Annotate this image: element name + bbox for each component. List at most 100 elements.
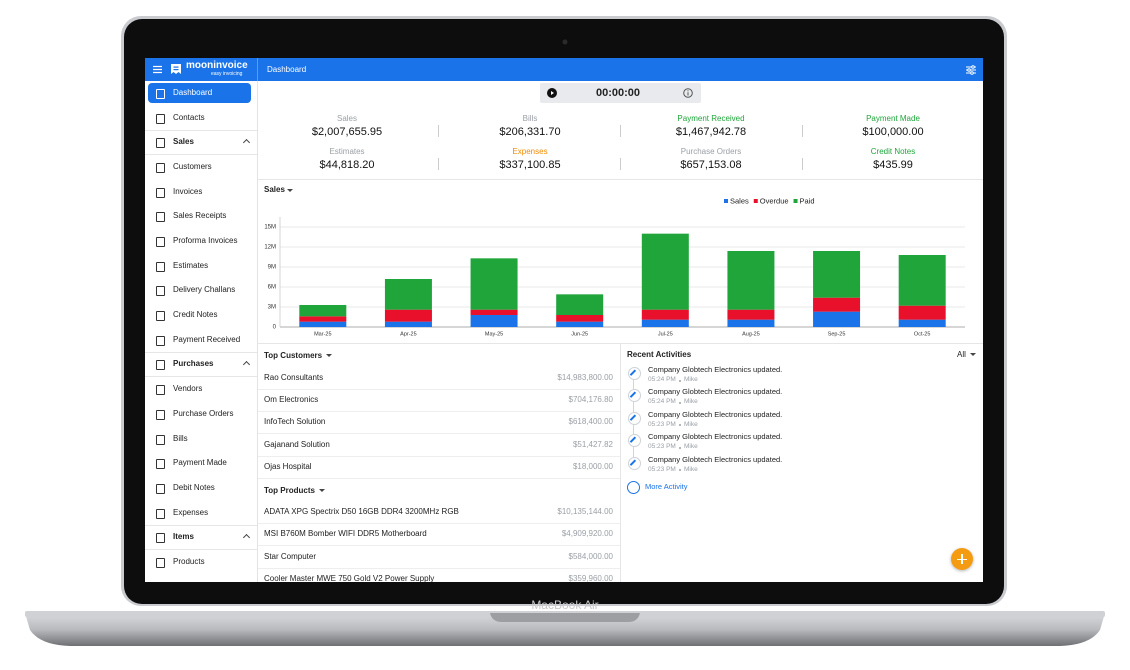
row-divider (258, 545, 620, 547)
legend-swatch (753, 199, 758, 203)
device-label: MacBook Air (531, 598, 598, 612)
activity-time: 05:23 PM (648, 465, 676, 473)
nav-item[interactable]: Purchase Orders (173, 408, 234, 418)
activity-user: Mike (684, 443, 698, 451)
list-name: MSI B760M Bomber WIFI DDR5 Motherboard (264, 529, 427, 539)
info-icon[interactable] (683, 88, 693, 98)
nav-item[interactable]: Proforma Invoices (173, 236, 238, 246)
stat-divider (438, 158, 439, 170)
nav-item[interactable]: Payment Made (173, 458, 227, 468)
activity-text: Company Globtech Electronics updated. (648, 432, 783, 442)
nav-icon (156, 434, 165, 445)
nav-icon (156, 237, 165, 248)
nav-item[interactable]: Invoices (173, 186, 203, 196)
nav-item[interactable]: Estimates (173, 260, 209, 270)
divider (258, 343, 983, 344)
stat-value: $44,818.20 (319, 159, 375, 171)
meta-dot (679, 469, 681, 472)
stat-label: Credit Notes (870, 147, 916, 156)
nav-group[interactable]: Purchases (173, 359, 214, 369)
legend-label: Paid (800, 196, 815, 205)
more-icon[interactable] (627, 481, 640, 494)
stat-value: $1,467,942.78 (675, 126, 747, 138)
bar-segment (299, 321, 347, 327)
nav-item[interactable]: Bills (173, 433, 188, 443)
list-amount: $10,135,144.00 (557, 507, 613, 516)
nav-item[interactable]: Payment Received (173, 334, 241, 344)
nav-icon (156, 113, 165, 124)
nav-icon (156, 360, 165, 371)
bar-segment (470, 309, 518, 315)
app-header (145, 58, 983, 81)
bar-segment (384, 309, 432, 322)
nav-icon (156, 335, 165, 346)
brand-name: mooninvoice (186, 60, 248, 71)
nav-group[interactable]: Sales (173, 137, 194, 147)
sidebar (145, 81, 258, 582)
list-name: Rao Consultants (264, 372, 324, 382)
legend-label: Overdue (760, 196, 789, 205)
stat-divider (438, 125, 439, 137)
more-activity[interactable]: More Activity (645, 482, 688, 491)
nav-item[interactable]: Dashboard (173, 88, 213, 97)
menu-icon[interactable] (153, 65, 162, 74)
panel-title[interactable]: Top Customers (264, 351, 332, 361)
stat-value: $435.99 (873, 159, 913, 171)
meta-dot (679, 401, 681, 404)
bar-segment (384, 279, 432, 310)
nav-group[interactable]: Items (173, 532, 194, 542)
meta-dot (679, 424, 681, 427)
nav-item[interactable]: Contacts (173, 112, 205, 122)
nav-separator (145, 154, 257, 156)
bar-segment (813, 297, 861, 312)
nav-item[interactable]: Delivery Challans (173, 285, 236, 295)
row-divider (258, 523, 620, 524)
nav-separator (145, 376, 257, 378)
y-tick-label: 12M (264, 245, 276, 251)
panel-title: Recent Activities (627, 350, 692, 359)
nav-item[interactable]: Customers (173, 162, 212, 172)
nav-icon (156, 212, 165, 223)
activity-filter[interactable]: All (957, 350, 976, 360)
stat-divider (802, 158, 803, 170)
nav-item[interactable]: Products (173, 556, 205, 566)
panel-title[interactable]: Top Products (264, 486, 325, 496)
nav-item[interactable]: Credit Notes (173, 310, 218, 320)
list-amount: $704,176.80 (568, 394, 614, 404)
chart-title[interactable]: Sales (264, 185, 285, 194)
nav-item[interactable]: Sales Receipts (173, 211, 227, 221)
timer[interactable] (540, 83, 701, 103)
activity-text: Company Globtech Electronics updated. (648, 387, 783, 397)
sales-chart: SalesMonthsSalesOverduePaid03M6M9M12M15M… (264, 185, 965, 337)
x-tick-label: Oct-25 (914, 331, 931, 337)
row-divider (258, 455, 620, 457)
stat-label: Expenses (512, 147, 548, 156)
list-name: InfoTech Solution (264, 417, 326, 427)
nav-icon (156, 286, 165, 297)
nav-item[interactable]: Debit Notes (173, 482, 215, 492)
bar-segment (898, 255, 946, 306)
activity-user: Mike (684, 398, 698, 406)
activity-icon (628, 367, 641, 380)
activity-icon (628, 411, 641, 425)
bar-segment (898, 319, 946, 327)
activity-user: Mike (684, 420, 698, 428)
y-tick-label: 3M (268, 305, 276, 311)
nav-item[interactable]: Vendors (173, 384, 203, 394)
nav-icon (156, 483, 165, 494)
bar-segment (813, 251, 861, 298)
list-name: Cooler Master MWE 750 Gold V2 Power Supp… (264, 574, 435, 582)
list-amount: $618,400.00 (568, 417, 614, 427)
nav-icon (156, 89, 165, 99)
row-divider (258, 433, 620, 435)
play-button[interactable] (547, 88, 557, 98)
nav-separator (145, 525, 257, 527)
row-divider (258, 478, 620, 480)
stat-label: Payment Made (866, 114, 920, 123)
filter-icon[interactable] (966, 65, 976, 75)
bar-segment (470, 258, 518, 310)
nav-item[interactable]: Expenses (173, 507, 209, 517)
nav-icon (156, 138, 165, 149)
page-title: Dashboard (267, 65, 307, 74)
